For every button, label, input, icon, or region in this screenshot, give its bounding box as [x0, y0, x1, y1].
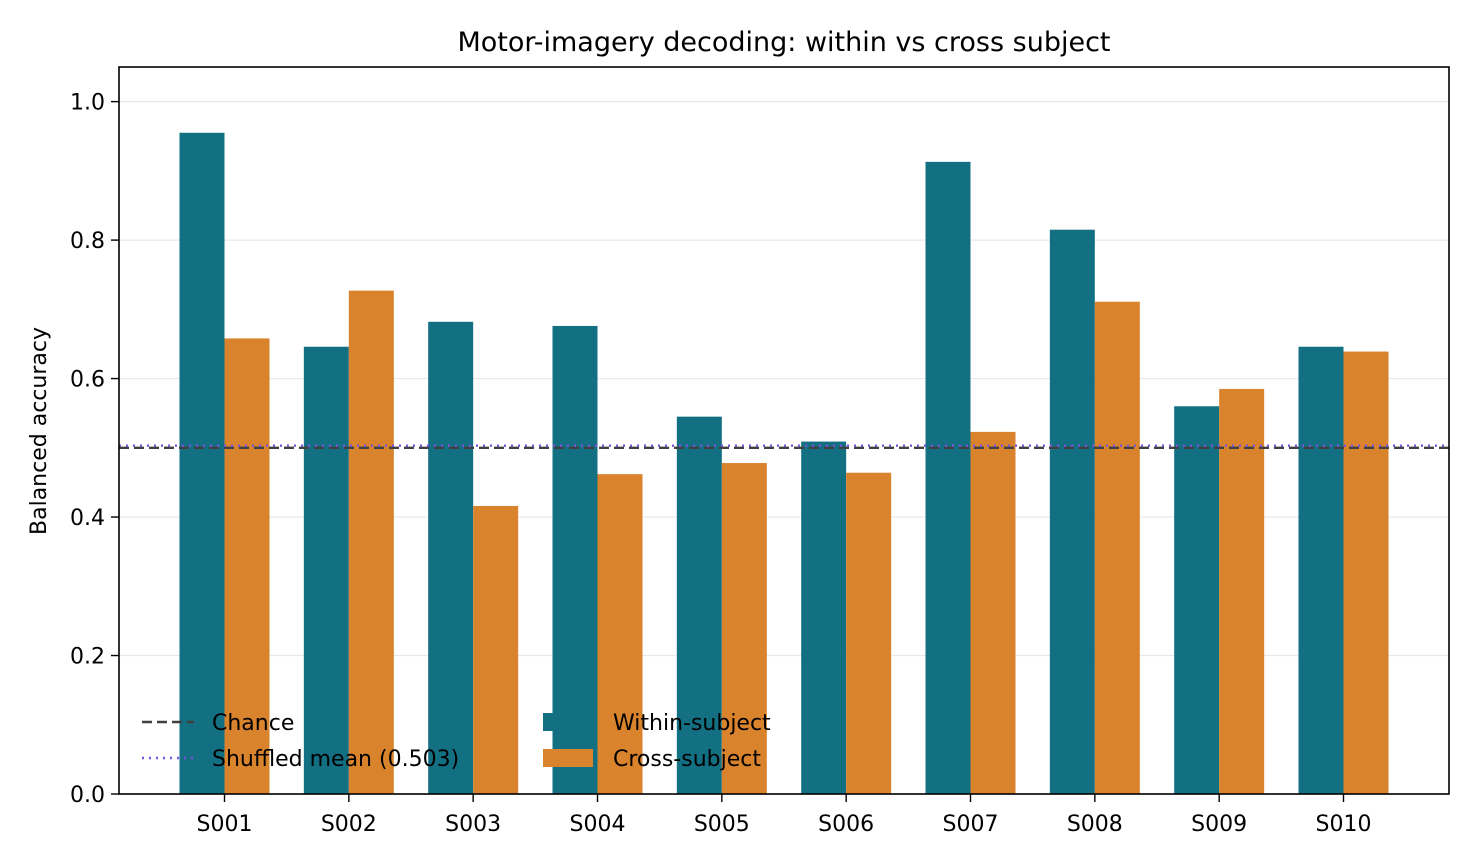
y-tick-label: 0.4: [70, 506, 105, 531]
x-tick-label: S007: [943, 812, 999, 837]
bar-cross-s010: [1343, 351, 1389, 794]
bar-cross-s008: [1094, 301, 1140, 794]
bar-cross-s002: [348, 290, 394, 794]
bars: [179, 132, 1389, 794]
x-tick-label: S003: [445, 812, 501, 837]
bar-within-s002: [303, 346, 349, 794]
y-tick-label: 0.0: [70, 783, 105, 808]
bar-cross-s001: [224, 338, 270, 794]
bar-within-s003: [428, 321, 474, 794]
bar-within-s010: [1298, 346, 1344, 794]
y-tick-label: 0.6: [70, 368, 105, 393]
y-axis: 0.0 0.2 0.4 0.6 0.8 1.0: [70, 91, 119, 808]
x-tick-label: S004: [570, 812, 626, 837]
bar-cross-s009: [1219, 388, 1265, 794]
reference-lines: [119, 444, 1449, 450]
x-axis: S001 S002 S003 S004 S005 S006 S007 S008 S009 S010: [197, 794, 1372, 837]
bar-within-s006: [801, 441, 847, 794]
x-tick-label: S005: [694, 812, 750, 837]
legend-within-swatch: [543, 713, 593, 731]
bar-within-s008: [1049, 229, 1095, 794]
x-tick-label: S010: [1316, 812, 1372, 837]
bar-within-s007: [925, 161, 971, 794]
x-tick-label: S009: [1191, 812, 1247, 837]
bar-cross-s003: [473, 505, 519, 794]
chart-title: Motor-imagery decoding: within vs cross …: [457, 27, 1110, 58]
bar-cross-s005: [721, 463, 767, 794]
x-tick-label: S006: [818, 812, 874, 837]
bar-within-s009: [1174, 406, 1220, 794]
bar-cross-s004: [597, 474, 643, 794]
bar-within-s005: [676, 416, 722, 794]
legend-within-label: Within-subject: [613, 711, 771, 736]
plot-frame: [118, 66, 1450, 795]
bar-cross-s007: [970, 431, 1016, 794]
y-tick-label: 0.8: [70, 229, 105, 254]
legend-chance-label: Chance: [212, 711, 294, 736]
y-tick-label: 0.2: [70, 645, 105, 670]
legend-cross-label: Cross-subject: [613, 747, 761, 772]
y-tick-label: 1.0: [70, 91, 105, 116]
bar-cross-s006: [846, 472, 892, 794]
x-tick-label: S002: [321, 812, 377, 837]
x-tick-label: S001: [197, 812, 253, 837]
bar-within-s001: [179, 132, 225, 794]
y-axis-label: Balanced accuracy: [27, 327, 52, 535]
legend-cross-swatch: [543, 749, 593, 767]
x-tick-label: S008: [1067, 812, 1123, 837]
legend-shuffled-label: Shuffled mean (0.503): [212, 747, 459, 772]
legend: Chance Shuffled mean (0.503) Within-subjec…: [142, 711, 771, 772]
